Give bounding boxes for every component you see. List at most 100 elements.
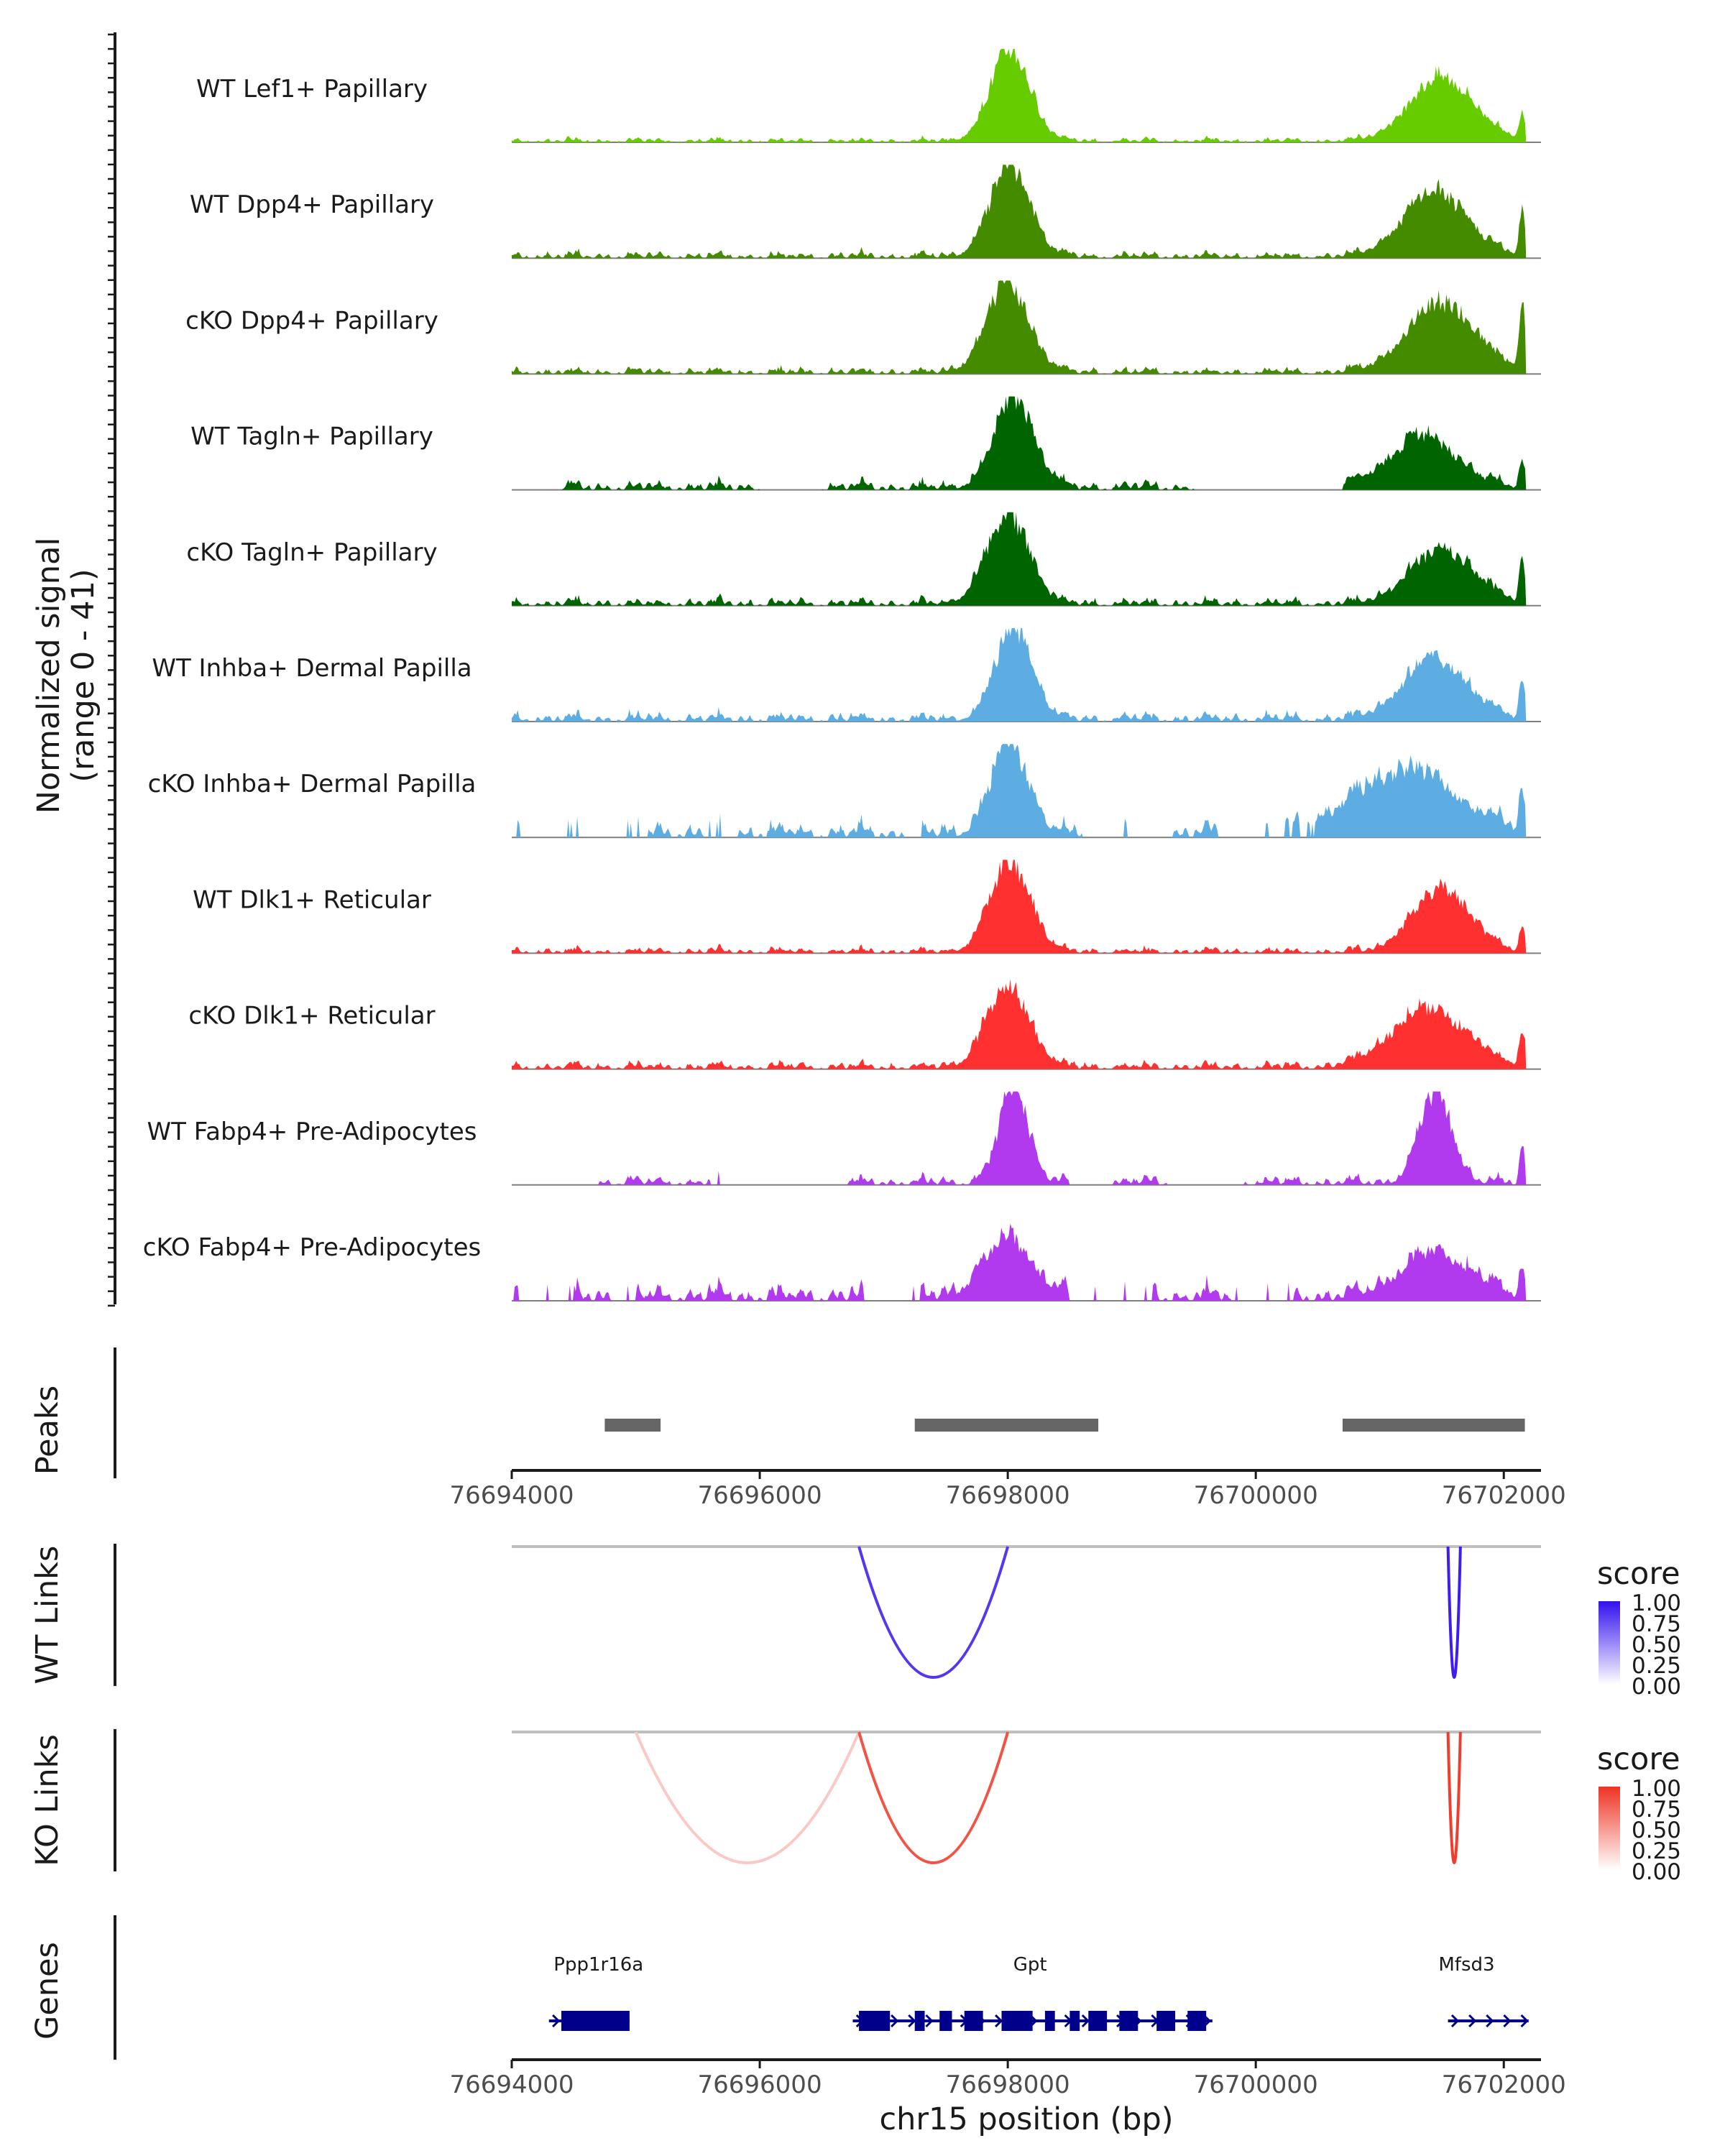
coverage-track-label: WT Dpp4+ Papillary — [190, 190, 434, 219]
x-axis-title: chr15 position (bp) — [879, 2101, 1173, 2137]
gene-strand-chevron — [1503, 2014, 1512, 2028]
ko-legend-label-1: 1.00 — [1632, 1776, 1681, 1802]
gene-strand-chevron — [1450, 2014, 1460, 2028]
coverage-y-axis — [108, 32, 116, 1307]
coverage-track: WT Inhba+ Dermal Papilla — [152, 628, 1541, 722]
gene-exon — [964, 2011, 983, 2031]
x-tick-label: 76694000 — [449, 1481, 574, 1510]
x-tick-label: 76698000 — [946, 2070, 1070, 2099]
coverage-area — [512, 165, 1527, 259]
link-arc — [857, 1546, 1010, 1679]
y-axis-title-line2: (range 0 - 41) — [65, 568, 101, 782]
wt-legend-label-1: 1.00 — [1632, 1590, 1681, 1616]
coverage-track: WT Fabp4+ Pre-Adipocytes — [147, 1091, 1541, 1186]
x-tick-label: 76700000 — [1194, 2070, 1318, 2099]
gene-exon — [1187, 2011, 1207, 2031]
wt-legend-title: score — [1597, 1556, 1680, 1592]
peaks-track: Peaks — [29, 1348, 1525, 1478]
x-tick-label: 76696000 — [698, 2070, 822, 2099]
coverage-track-label: cKO Tagln+ Papillary — [186, 538, 437, 567]
coverage-track: WT Dpp4+ Papillary — [190, 165, 1541, 259]
coverage-track-label: WT Inhba+ Dermal Papilla — [152, 654, 472, 683]
peak-region — [1342, 1419, 1525, 1432]
peak-region — [914, 1419, 1099, 1432]
gene-strand-chevron — [1486, 2014, 1494, 2028]
coverage-track: WT Dlk1+ Reticular — [193, 860, 1541, 954]
link-arc — [857, 1731, 1010, 1864]
gene-models: Ppp1r16a Gpt Mfsd3 — [548, 1954, 1529, 2031]
wt-legend-label-050: 0.50 — [1632, 1632, 1681, 1658]
wt-legend-label-075: 0.75 — [1632, 1611, 1681, 1637]
link-tracks: WT Links KO Links — [29, 1544, 1541, 1871]
gene-strand-chevron — [925, 2014, 934, 2028]
gene-exon — [939, 2011, 952, 2031]
gene-exon — [1070, 2011, 1080, 2031]
gene-exon — [914, 2011, 925, 2031]
gene-strand-chevron — [1520, 2014, 1529, 2028]
coverage-area — [512, 628, 1527, 722]
peak-region — [604, 1419, 661, 1432]
x-axis-top: 76694000 76696000 76698000 76700000 76702000 — [449, 1469, 1566, 1510]
ko-legend-label-0: 0.00 — [1632, 1859, 1681, 1885]
x-axis-bottom: 76694000 76696000 76698000 76700000 76702000 — [449, 2058, 1566, 2099]
coverage-track-label: cKO Fabp4+ Pre-Adipocytes — [143, 1233, 482, 1262]
link-track: KO Links — [29, 1729, 1541, 1871]
wt-legend-label-0: 0.00 — [1632, 1674, 1681, 1700]
gene-name-label: Ppp1r16a — [553, 1954, 643, 1976]
gene-exon — [561, 2011, 630, 2031]
coverage-track: cKO Dpp4+ Papillary — [185, 280, 1541, 375]
coverage-area — [512, 860, 1527, 954]
coverage-area — [512, 280, 1527, 374]
gene-strand-chevron — [1081, 2014, 1090, 2028]
x-tick-label: 76702000 — [1442, 2070, 1566, 2099]
coverage-track: WT Lef1+ Papillary — [196, 49, 1541, 143]
ko-legend-label-025: 0.25 — [1632, 1838, 1681, 1864]
gene-exon — [1044, 2011, 1055, 2031]
coverage-area — [512, 744, 1527, 838]
link-track: WT Links — [29, 1544, 1541, 1686]
x-tick-label: 76702000 — [1442, 1481, 1566, 1510]
genes-track-label: Genes — [29, 1942, 65, 2040]
coverage-area — [512, 1223, 1527, 1301]
wt-legend-colorbar — [1598, 1601, 1620, 1685]
gene-exon — [1001, 2011, 1033, 2031]
gene-name-label: Mfsd3 — [1438, 1954, 1494, 1976]
coverage-track-label: cKO Inhba+ Dermal Papilla — [148, 770, 477, 798]
coverage-track-label: WT Lef1+ Papillary — [196, 75, 428, 103]
peaks-track-label: Peaks — [29, 1386, 65, 1475]
coverage-track: cKO Dlk1+ Reticular — [188, 979, 1541, 1070]
y-axis-title: Normalized signal (range 0 - 41) — [31, 538, 101, 814]
coverage-track: WT Tagln+ Papillary — [190, 396, 1541, 491]
ko-legend-label-075: 0.75 — [1632, 1797, 1681, 1823]
ko-legend-colorbar — [1598, 1787, 1620, 1870]
ko-legend-label-050: 0.50 — [1632, 1818, 1681, 1843]
coverage-track: cKO Fabp4+ Pre-Adipocytes — [143, 1223, 1541, 1302]
link-arc — [1446, 1546, 1462, 1679]
coverage-track-label: WT Fabp4+ Pre-Adipocytes — [147, 1118, 477, 1146]
link-track-label: WT Links — [29, 1546, 65, 1685]
gene-strand-chevron — [994, 2014, 1003, 2028]
gene-strand-chevron — [552, 2014, 561, 2028]
gene-exon — [1119, 2011, 1138, 2031]
x-tick-label: 76696000 — [698, 1481, 822, 1510]
gene-strand-chevron — [1468, 2014, 1477, 2028]
coverage-area — [512, 512, 1527, 606]
coverage-track-label: cKO Dpp4+ Papillary — [185, 306, 438, 335]
coverage-track-label: cKO Dlk1+ Reticular — [188, 1002, 435, 1031]
coverage-track-label: WT Tagln+ Papillary — [190, 423, 433, 451]
coverage-area — [512, 1091, 1527, 1185]
wt-score-legend: score 1.00 0.75 0.50 0.25 0.00 — [1597, 1556, 1681, 1700]
wt-legend-label-025: 0.25 — [1632, 1653, 1681, 1679]
x-tick-label: 76694000 — [449, 2070, 574, 2099]
link-arc — [1446, 1731, 1462, 1864]
ko-score-legend: score 1.00 0.75 0.50 0.25 0.00 — [1597, 1741, 1681, 1885]
y-axis-title-line1: Normalized signal — [31, 538, 67, 814]
x-tick-label: 76700000 — [1194, 1481, 1318, 1510]
gene-strand-chevron — [908, 2014, 916, 2028]
gene-exon — [1088, 2011, 1108, 2031]
gene-model: Mfsd3 — [1438, 1954, 1529, 2028]
coverage-tracks: WT Lef1+ Papillary WT Dpp4+ Papillary cKO … — [143, 49, 1541, 1302]
gene-name-label: Gpt — [1013, 1954, 1047, 1976]
coverage-track: cKO Tagln+ Papillary — [186, 512, 1541, 607]
gene-strand-chevron — [891, 2014, 899, 2028]
